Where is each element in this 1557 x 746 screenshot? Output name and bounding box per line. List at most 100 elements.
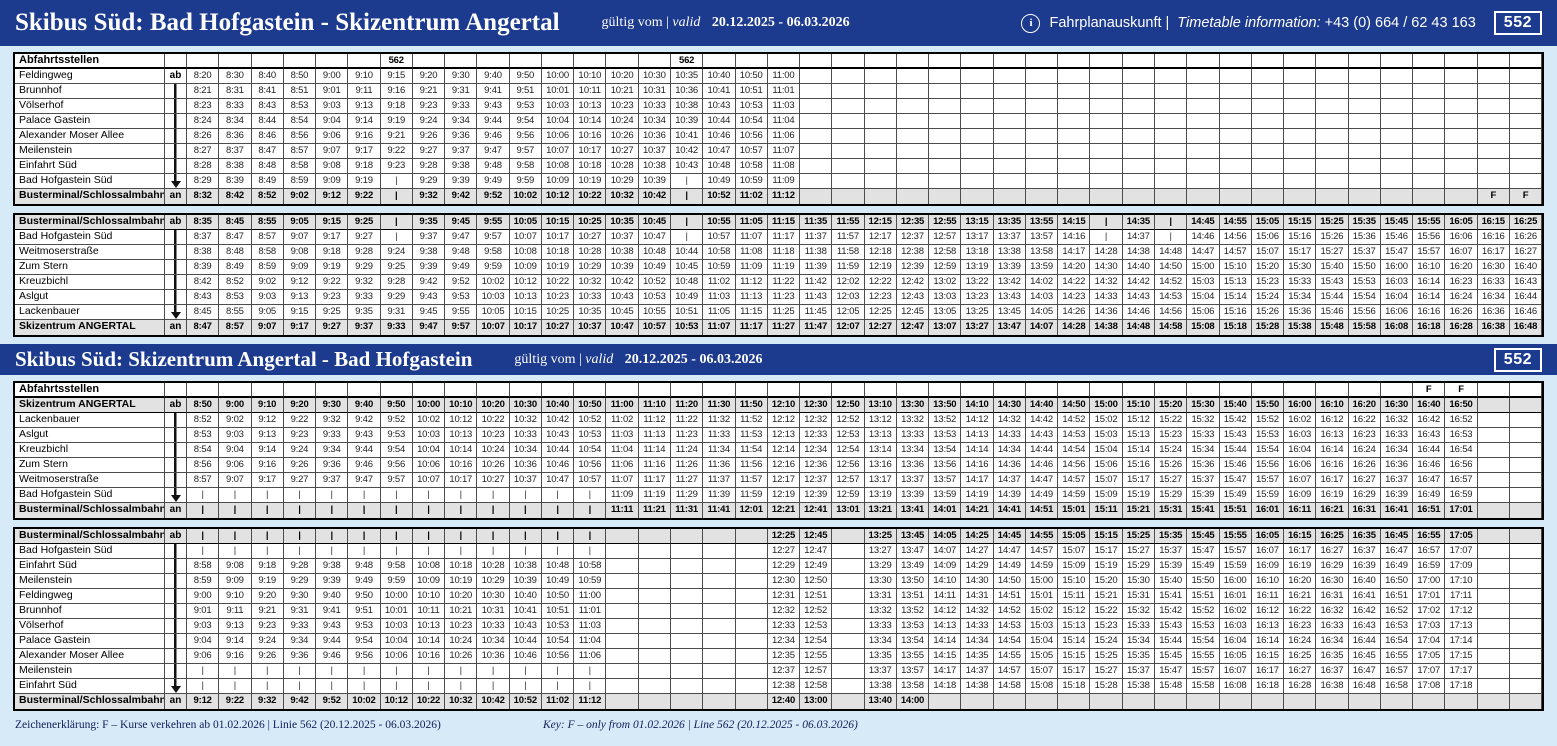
time-cell bbox=[1187, 114, 1220, 129]
time-cell bbox=[994, 694, 1026, 709]
time-cell: 14:20 bbox=[1058, 260, 1091, 275]
time-cell: 9:25 bbox=[316, 305, 349, 320]
time-cell bbox=[1509, 589, 1543, 604]
time-cell: 16:49 bbox=[1380, 559, 1414, 574]
time-cell: 8:42 bbox=[187, 275, 220, 290]
validity-return: gültig vom | valid 20.12.2025 - 06.03.20… bbox=[514, 352, 762, 368]
time-cell bbox=[1090, 54, 1123, 69]
no-stop-mark: | bbox=[510, 503, 542, 518]
time-cell: 10:14 bbox=[445, 443, 478, 458]
time-cell: 9:36 bbox=[316, 458, 349, 473]
time-cell: 16:45 bbox=[1348, 649, 1381, 664]
time-cell: 16:07 bbox=[1251, 544, 1285, 559]
time-cell: 10:54 bbox=[735, 114, 768, 129]
stop-tag bbox=[165, 54, 187, 69]
timetable-row: Brunnhof 8:21 8:31 8:41 8:51 9:01 9:11 9:16 9:21… bbox=[15, 84, 1543, 99]
timetable-row: Meilenstein 8:59 9:09 9:19 9:29 9:39 9:49 9:59 1… bbox=[15, 574, 1543, 589]
time-cell bbox=[993, 54, 1026, 69]
time-cell: 11:12 bbox=[735, 275, 768, 290]
time-cell: 9:05 bbox=[251, 305, 284, 320]
time-cell: 10:55 bbox=[638, 305, 671, 320]
time-cell bbox=[832, 114, 865, 129]
time-cell bbox=[735, 574, 768, 589]
time-cell: 9:05 bbox=[283, 215, 317, 230]
time-cell: 11:03 bbox=[606, 428, 639, 443]
time-cell: 12:41 bbox=[800, 503, 833, 518]
time-cell bbox=[1509, 559, 1543, 574]
time-cell: 9:47 bbox=[477, 144, 510, 159]
time-cell: 11:22 bbox=[767, 275, 801, 290]
time-cell bbox=[800, 144, 833, 159]
time-cell: 9:12 bbox=[251, 413, 284, 428]
time-cell: 16:37 bbox=[1380, 473, 1414, 488]
time-cell: 9:56 bbox=[380, 458, 413, 473]
time-cell: 10:09 bbox=[541, 174, 575, 189]
line-number-mark: 562 bbox=[670, 54, 704, 69]
no-stop-mark: | bbox=[445, 679, 478, 694]
time-cell bbox=[445, 54, 478, 69]
time-cell bbox=[639, 694, 671, 709]
time-cell bbox=[961, 54, 994, 69]
time-cell: 9:07 bbox=[219, 473, 252, 488]
time-cell: 14:33 bbox=[961, 619, 994, 634]
time-cell bbox=[929, 99, 962, 114]
time-cell: 15:33 bbox=[1122, 619, 1155, 634]
time-cell: 11:17 bbox=[767, 230, 801, 245]
time-cell: 16:55 bbox=[1413, 529, 1446, 544]
time-cell: 13:30 bbox=[896, 398, 930, 413]
time-cell: 9:09 bbox=[316, 174, 349, 189]
time-cell: 9:16 bbox=[380, 84, 413, 99]
time-cell bbox=[832, 54, 865, 69]
time-cell: 10:23 bbox=[477, 428, 510, 443]
time-cell: 10:44 bbox=[509, 634, 542, 649]
time-cell: 16:05 bbox=[1219, 649, 1252, 664]
time-cell: 10:38 bbox=[509, 559, 542, 574]
no-stop-mark: | bbox=[445, 488, 478, 503]
time-cell bbox=[832, 84, 865, 99]
header-bar-outbound: Skibus Süd: Bad Hofgastein - Skizentrum … bbox=[0, 0, 1557, 46]
info-icon: i bbox=[1021, 13, 1041, 33]
time-cell bbox=[1477, 69, 1510, 84]
no-stop-mark: | bbox=[187, 679, 220, 694]
time-cell: 9:38 bbox=[445, 159, 478, 174]
time-cell bbox=[1509, 413, 1543, 428]
time-cell: 10:30 bbox=[509, 398, 542, 413]
time-cell: 14:13 bbox=[929, 619, 962, 634]
time-cell: 10:39 bbox=[638, 174, 671, 189]
time-cell: 9:10 bbox=[348, 69, 381, 84]
time-cell: 11:41 bbox=[703, 503, 736, 518]
time-cell bbox=[1154, 159, 1188, 174]
time-cell bbox=[864, 174, 897, 189]
time-cell: 10:25 bbox=[541, 305, 575, 320]
time-cell bbox=[606, 679, 639, 694]
stop-name: Abfahrtsstellen bbox=[15, 383, 165, 398]
time-cell bbox=[1477, 84, 1510, 99]
time-cell bbox=[1219, 99, 1252, 114]
time-cell: 15:16 bbox=[1219, 305, 1252, 320]
time-cell: 13:50 bbox=[929, 398, 962, 413]
time-cell: 9:53 bbox=[380, 428, 413, 443]
time-cell: 9:23 bbox=[380, 159, 413, 174]
stop-name: Einfahrt Süd bbox=[15, 559, 165, 574]
time-cell bbox=[832, 129, 865, 144]
time-cell: 9:35 bbox=[348, 305, 381, 320]
time-cell: 15:10 bbox=[1122, 398, 1155, 413]
time-cell: 10:27 bbox=[542, 320, 575, 335]
time-cell bbox=[1251, 99, 1285, 114]
timetable-row: Kreuzbichl 8:54 9:04 9:14 9:24 9:34 9:44 9:54 10… bbox=[15, 443, 1543, 458]
time-cell bbox=[219, 54, 252, 69]
time-cell: 9:40 bbox=[348, 398, 381, 413]
time-cell: 10:16 bbox=[445, 458, 478, 473]
time-cell: 12:50 bbox=[832, 398, 865, 413]
time-cell: 10:43 bbox=[541, 428, 575, 443]
time-cell: 9:47 bbox=[348, 473, 381, 488]
time-cell bbox=[477, 54, 510, 69]
time-cell: 16:47 bbox=[1413, 473, 1446, 488]
route-arrow-segment bbox=[165, 129, 187, 144]
time-cell: 11:54 bbox=[735, 443, 768, 458]
time-cell bbox=[1154, 174, 1188, 189]
time-cell: 15:45 bbox=[1380, 215, 1414, 230]
time-cell bbox=[1316, 144, 1349, 159]
time-cell: 9:48 bbox=[348, 559, 381, 574]
header-bar-return: Skibus Süd: Skizentrum Angertal - Bad Ho… bbox=[0, 344, 1557, 375]
